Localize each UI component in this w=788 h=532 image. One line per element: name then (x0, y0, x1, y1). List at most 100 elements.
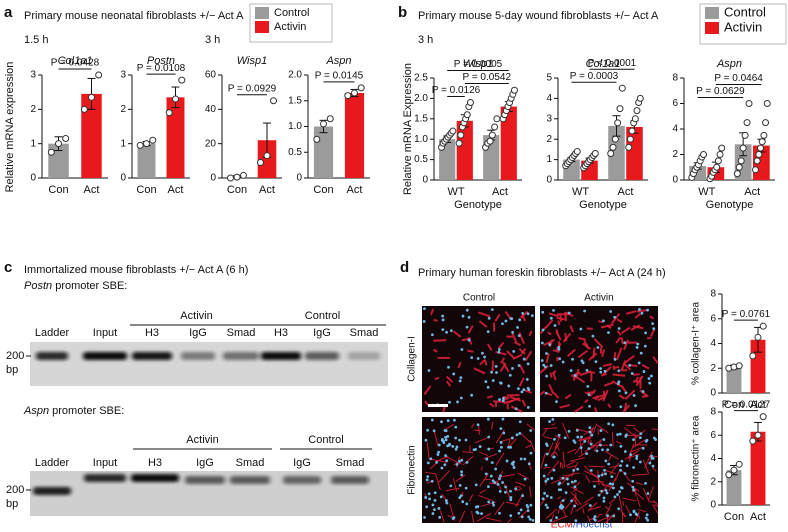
data-point (136, 141, 144, 149)
fiber (632, 473, 649, 476)
chart-title: Col1a1 (58, 55, 93, 67)
nucleus (487, 316, 491, 320)
fiber (572, 498, 579, 506)
nucleus (541, 328, 545, 332)
data-point (759, 322, 767, 330)
nucleus (431, 512, 435, 515)
gel-band (261, 352, 301, 360)
nucleus (451, 445, 455, 448)
nucleus (574, 519, 578, 523)
nucleus (530, 314, 534, 318)
x-tick-label: Act (492, 186, 508, 198)
nucleus (487, 447, 491, 451)
nucleus (571, 357, 574, 361)
fiber (574, 405, 584, 413)
nucleus (579, 446, 583, 450)
y-axis-label: % collagen-I⁺ area (691, 302, 702, 386)
nucleus (645, 513, 649, 517)
nucleus (526, 509, 530, 512)
nucleus (501, 417, 505, 421)
nucleus (499, 441, 503, 444)
nucleus (520, 390, 524, 394)
fiber (452, 330, 462, 338)
nucleus (644, 481, 647, 485)
fiber (529, 440, 536, 453)
nucleus (467, 315, 471, 319)
data-point (165, 109, 173, 117)
fiber (652, 504, 659, 514)
nucleus (550, 476, 554, 480)
fiber (545, 508, 558, 519)
nucleus (504, 319, 508, 323)
nucleus (544, 479, 548, 483)
fiber (426, 442, 430, 461)
nucleus (567, 429, 571, 433)
fiber (652, 500, 659, 506)
fiber (439, 510, 445, 523)
panel-title: Primary mouse neonatal fibroblasts +/− A… (24, 10, 244, 22)
fiber (604, 503, 612, 517)
data-point (351, 89, 358, 97)
nucleus (485, 457, 489, 461)
nucleus (613, 315, 617, 319)
fiber (495, 350, 507, 356)
fiber (601, 471, 605, 476)
fiber (518, 348, 526, 355)
nucleus (549, 364, 553, 367)
legend-swatch (255, 7, 269, 19)
nucleus (637, 361, 641, 365)
nucleus (654, 438, 657, 441)
nucleus (465, 460, 469, 464)
nucleus (433, 499, 437, 502)
y-tick-label: 1.5 (414, 113, 428, 124)
nucleus (599, 443, 602, 447)
nucleus (648, 381, 652, 385)
nucleus (426, 461, 430, 465)
panel-label: c (4, 259, 12, 276)
nucleus (445, 501, 449, 505)
nucleus (591, 334, 595, 338)
nucleus (646, 492, 650, 495)
y-tick-label: 6 (710, 430, 716, 441)
data-point (256, 159, 264, 167)
bar (344, 93, 365, 178)
x-tick-label: Act (750, 399, 766, 411)
data-point (616, 105, 624, 113)
nucleus (431, 503, 435, 507)
group-label: Control (308, 434, 343, 446)
nucleus (458, 459, 461, 463)
fiber (545, 353, 550, 363)
data-point (178, 76, 186, 84)
nucleus (470, 393, 474, 397)
nucleus (558, 481, 562, 485)
fiber (635, 375, 644, 387)
fiber (561, 422, 570, 439)
data-point (763, 100, 771, 107)
fiber (569, 325, 575, 333)
nucleus (616, 433, 620, 436)
group-label: Activin (186, 434, 218, 446)
legend-swatch (705, 22, 719, 34)
row-label: Collagen-I (407, 336, 418, 382)
data-point (510, 86, 518, 94)
nucleus (540, 341, 544, 345)
row-label: Fibronectin (407, 445, 418, 494)
nucleus (557, 488, 561, 492)
nucleus (499, 427, 503, 431)
nucleus (602, 496, 606, 500)
x-tick-label: Act (750, 511, 766, 523)
lane-label: Input (93, 457, 117, 469)
nucleus (545, 352, 548, 355)
legend-label: Activin (274, 21, 306, 33)
nucleus (618, 432, 622, 436)
fiber (554, 435, 562, 439)
nucleus (460, 470, 463, 474)
fiber (576, 481, 581, 486)
fiber (433, 429, 439, 447)
y-tick-label: 4 (672, 124, 678, 135)
fiber (602, 390, 606, 397)
nucleus (509, 498, 513, 502)
fiber (632, 443, 639, 448)
fiber (429, 463, 437, 470)
nucleus (440, 466, 444, 470)
